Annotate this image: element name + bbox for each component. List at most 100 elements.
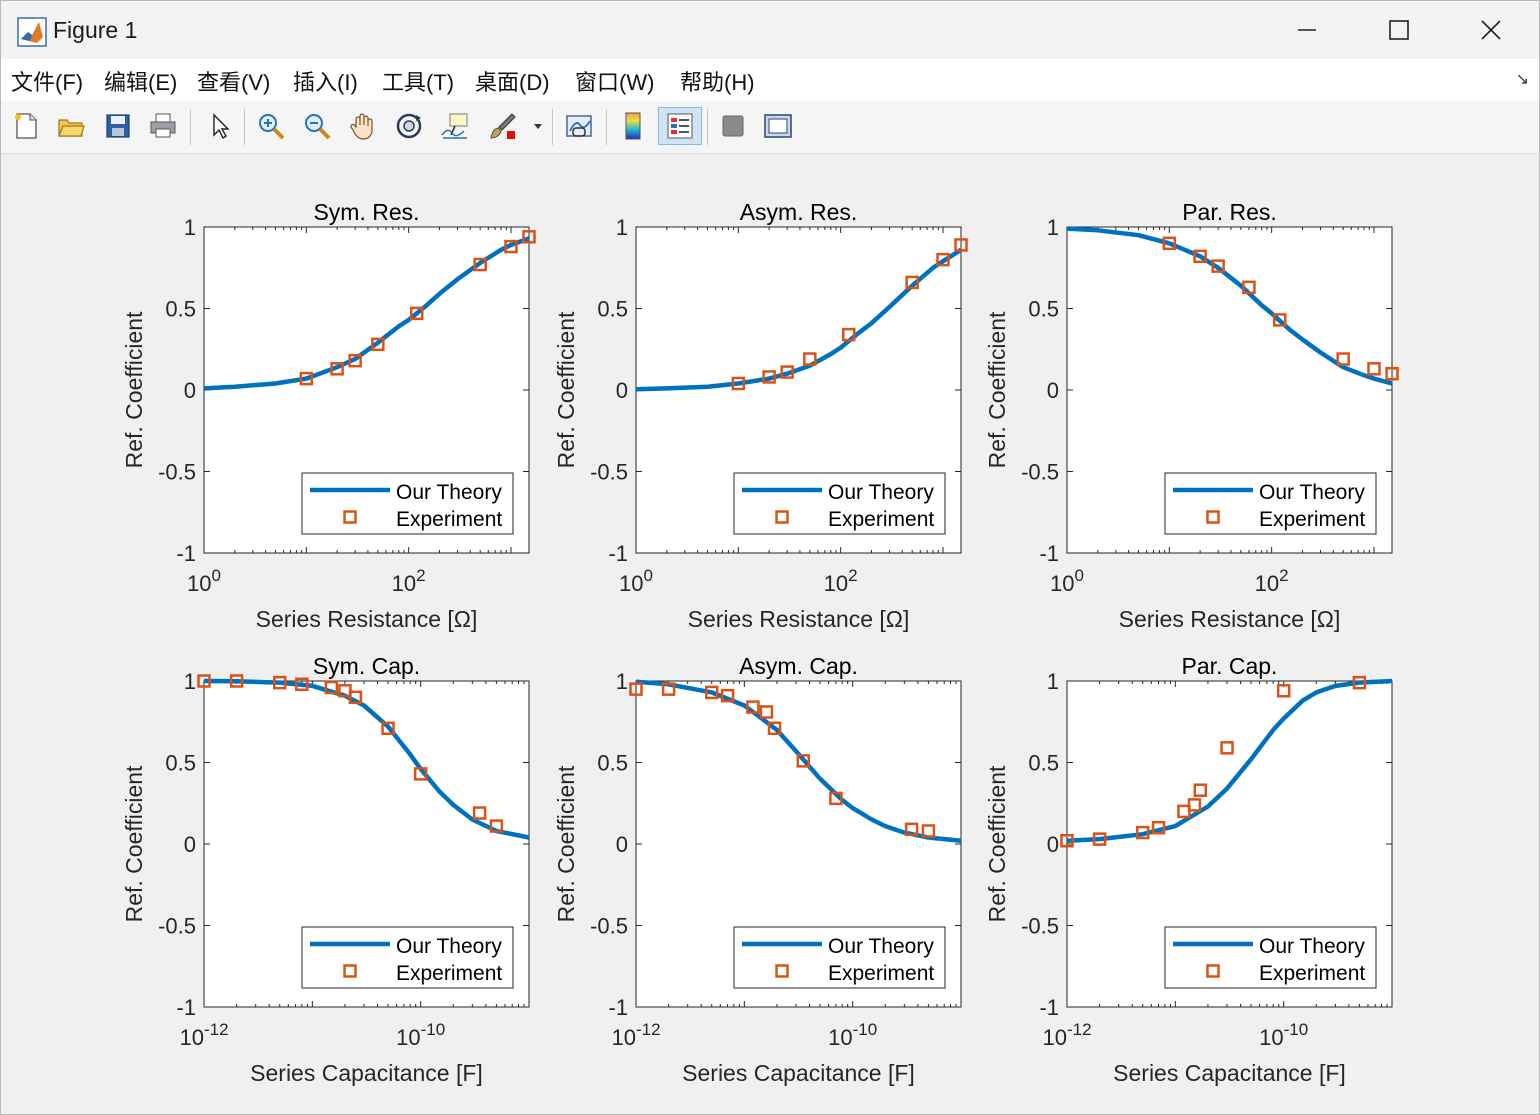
rotate-3d-button[interactable] bbox=[391, 107, 427, 145]
legend[interactable]: Our Theory Experiment bbox=[301, 926, 514, 989]
experiment-marker bbox=[1336, 352, 1350, 366]
experiment-marker bbox=[472, 806, 487, 820]
data-cursor-button[interactable] bbox=[437, 107, 473, 145]
legend-label-experiment: Experiment bbox=[828, 508, 934, 531]
y-tick-label: 0 bbox=[616, 378, 628, 403]
experiment-marker bbox=[731, 376, 746, 391]
save-button[interactable] bbox=[100, 107, 136, 145]
legend[interactable]: Our Theory Experiment bbox=[733, 926, 946, 989]
legend[interactable]: Our Theory Experiment bbox=[733, 472, 946, 535]
menu-overflow-icon[interactable]: ↘ bbox=[1515, 71, 1529, 88]
experiment-marker bbox=[1060, 833, 1074, 848]
legend-experiment-marker bbox=[775, 964, 789, 978]
x-axis-label: Series Resistance [Ω] bbox=[688, 606, 910, 632]
menu-tools[interactable]: 工具(T) bbox=[382, 70, 455, 95]
experiment-marker bbox=[324, 680, 339, 695]
experiment-marker bbox=[522, 230, 536, 244]
experiment-marker bbox=[504, 239, 518, 254]
toolbar-separator bbox=[190, 109, 191, 145]
plot-5[interactable]: -1 -0.5 0 0.5 1 10-12 10-10 Asym. Cap. Series Ca… bbox=[553, 653, 962, 1086]
plot-4[interactable]: -1 -0.5 0 0.5 1 10-12 10-10 Sym. Cap. Series Cap… bbox=[121, 653, 530, 1086]
insert-colorbar-button[interactable] bbox=[615, 107, 651, 145]
open-file-button[interactable] bbox=[53, 107, 89, 145]
open-folder-icon bbox=[58, 119, 85, 137]
y-axis-label: Ref. Coefficient bbox=[121, 311, 147, 468]
zoom-in-button[interactable] bbox=[253, 107, 289, 145]
y-tick-label: -1 bbox=[176, 541, 196, 566]
show-plot-tools-button[interactable] bbox=[760, 107, 796, 145]
experiment-marker bbox=[829, 791, 843, 806]
experiment-marker bbox=[1352, 675, 1367, 690]
edit-plot-button[interactable] bbox=[201, 107, 237, 145]
legend-experiment-marker bbox=[1206, 510, 1220, 524]
experiment-marker bbox=[759, 705, 774, 719]
hide-plot-tools-button[interactable] bbox=[715, 107, 751, 145]
brush-dropdown-button[interactable] bbox=[527, 107, 549, 145]
experiment-marker bbox=[489, 819, 504, 833]
menu-help[interactable]: 帮助(H) bbox=[680, 70, 755, 95]
y-axis-label: Ref. Coefficient bbox=[984, 311, 1010, 468]
y-tick-label: 1 bbox=[1047, 215, 1059, 240]
print-icon bbox=[150, 113, 176, 138]
x-tick-label: 102 bbox=[824, 566, 858, 596]
menu-desktop[interactable]: 桌面(D) bbox=[475, 70, 550, 95]
y-tick-label: -0.5 bbox=[590, 460, 628, 485]
legend-experiment-marker bbox=[343, 964, 357, 978]
legend[interactable]: Our Theory Experiment bbox=[1164, 472, 1377, 535]
theory-series-line bbox=[203, 236, 530, 391]
brush-button[interactable] bbox=[485, 107, 521, 145]
experiment-marker bbox=[921, 824, 936, 838]
maximize-button[interactable] bbox=[1353, 1, 1445, 59]
y-tick-label: 0.5 bbox=[1028, 751, 1059, 776]
close-icon bbox=[1481, 20, 1501, 40]
legend-box bbox=[1164, 926, 1377, 989]
legend-box bbox=[301, 472, 514, 535]
link-plot-button[interactable] bbox=[561, 107, 597, 145]
plot-3[interactable]: -1 -0.5 0 0.5 1 100 102 Par. Res. Series Resista… bbox=[984, 199, 1399, 632]
experiment-marker bbox=[1187, 798, 1202, 812]
show-plot-tools-icon bbox=[764, 114, 792, 138]
experiment-marker bbox=[1385, 366, 1399, 381]
x-tick-label: 10-12 bbox=[179, 1020, 228, 1050]
plot-title: Sym. Res. bbox=[313, 199, 419, 225]
experiment-marker bbox=[348, 690, 363, 705]
legend-box bbox=[733, 472, 946, 535]
matlab-logo-icon bbox=[17, 17, 47, 47]
x-axis-label: Series Resistance [Ω] bbox=[1119, 606, 1341, 632]
experiment-marker bbox=[1242, 280, 1256, 295]
legend[interactable]: Our Theory Experiment bbox=[1164, 926, 1377, 989]
x-tick-label: 10-12 bbox=[1042, 1020, 1091, 1050]
experiment-marker bbox=[1273, 313, 1287, 327]
experiment-marker bbox=[381, 721, 395, 736]
hide-plot-tools-icon bbox=[722, 115, 744, 137]
pan-button[interactable] bbox=[345, 107, 381, 145]
menu-file[interactable]: 文件(F) bbox=[11, 70, 84, 95]
menu-view[interactable]: 查看(V) bbox=[197, 70, 271, 95]
print-button[interactable] bbox=[145, 107, 181, 145]
figure-toolbar bbox=[1, 101, 1539, 154]
menu-edit[interactable]: 编辑(E) bbox=[104, 70, 178, 95]
menu-window[interactable]: 窗口(W) bbox=[575, 70, 655, 95]
minimize-button[interactable] bbox=[1261, 1, 1353, 59]
menu-insert[interactable]: 插入(I) bbox=[293, 70, 358, 95]
legend-label-theory: Our Theory bbox=[396, 481, 502, 504]
new-figure-button[interactable] bbox=[8, 107, 44, 145]
experiment-marker bbox=[704, 685, 719, 700]
y-tick-label: 0 bbox=[1047, 832, 1059, 857]
plot-1[interactable]: -1 -0.5 0 0.5 1 100 102 Sym. Res. Series Resista… bbox=[121, 199, 536, 632]
plot-title: Par. Cap. bbox=[1182, 653, 1278, 679]
legend[interactable]: Our Theory Experiment bbox=[301, 472, 514, 535]
x-tick-label: 102 bbox=[1255, 566, 1289, 596]
close-button[interactable] bbox=[1445, 1, 1537, 59]
legend-experiment-marker bbox=[1206, 964, 1220, 978]
plot-6[interactable]: -1 -0.5 0 0.5 1 10-12 10-10 Par. Cap. Series Cap… bbox=[984, 653, 1393, 1086]
zoom-out-button[interactable] bbox=[299, 107, 335, 145]
insert-legend-button[interactable] bbox=[658, 107, 702, 145]
brush-icon bbox=[490, 113, 516, 139]
theory-series-line bbox=[635, 247, 963, 392]
plot-2[interactable]: -1 -0.5 0 0.5 1 100 102 Asym. Res. Series Resist… bbox=[553, 199, 968, 632]
chevron-down-icon bbox=[534, 124, 542, 129]
link-plot-icon bbox=[566, 115, 592, 137]
